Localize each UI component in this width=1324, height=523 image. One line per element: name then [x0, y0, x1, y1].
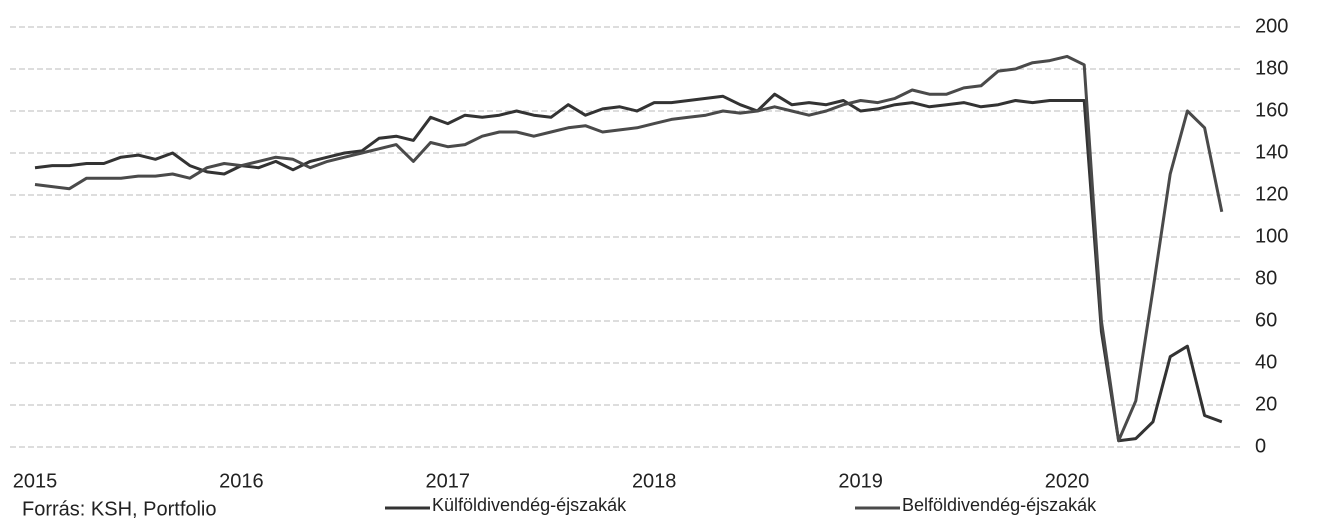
x-tick-label: 2017: [426, 470, 471, 492]
y-tick-label: 140: [1255, 141, 1288, 163]
x-tick-label: 2019: [838, 470, 883, 492]
y-tick-label: 200: [1255, 15, 1288, 37]
y-tick-label: 160: [1255, 99, 1288, 121]
data-line: [34, 92, 1223, 443]
x-tick-label: 2018: [632, 470, 677, 492]
y-tick-label: 180: [1255, 57, 1288, 79]
y-tick-label: 100: [1255, 225, 1288, 247]
data-line: [34, 54, 1224, 443]
legend-label: Belföldivendég-éjszakák: [902, 495, 1097, 515]
source-note: Forrás: KSH, Portfolio: [22, 498, 217, 520]
y-tick-label: 0: [1255, 435, 1266, 457]
y-tick-label: 80: [1255, 267, 1277, 289]
y-tick-label: 120: [1255, 183, 1288, 205]
y-tick-label: 60: [1255, 309, 1277, 331]
y-tick-label: 20: [1255, 393, 1277, 415]
x-tick-label: 2016: [219, 470, 264, 492]
legend-label: Külföldivendég-éjszakák: [432, 495, 627, 515]
x-tick-label: 2015: [13, 470, 58, 492]
x-tick-label: 2020: [1045, 470, 1090, 492]
y-tick-label: 40: [1255, 351, 1277, 373]
